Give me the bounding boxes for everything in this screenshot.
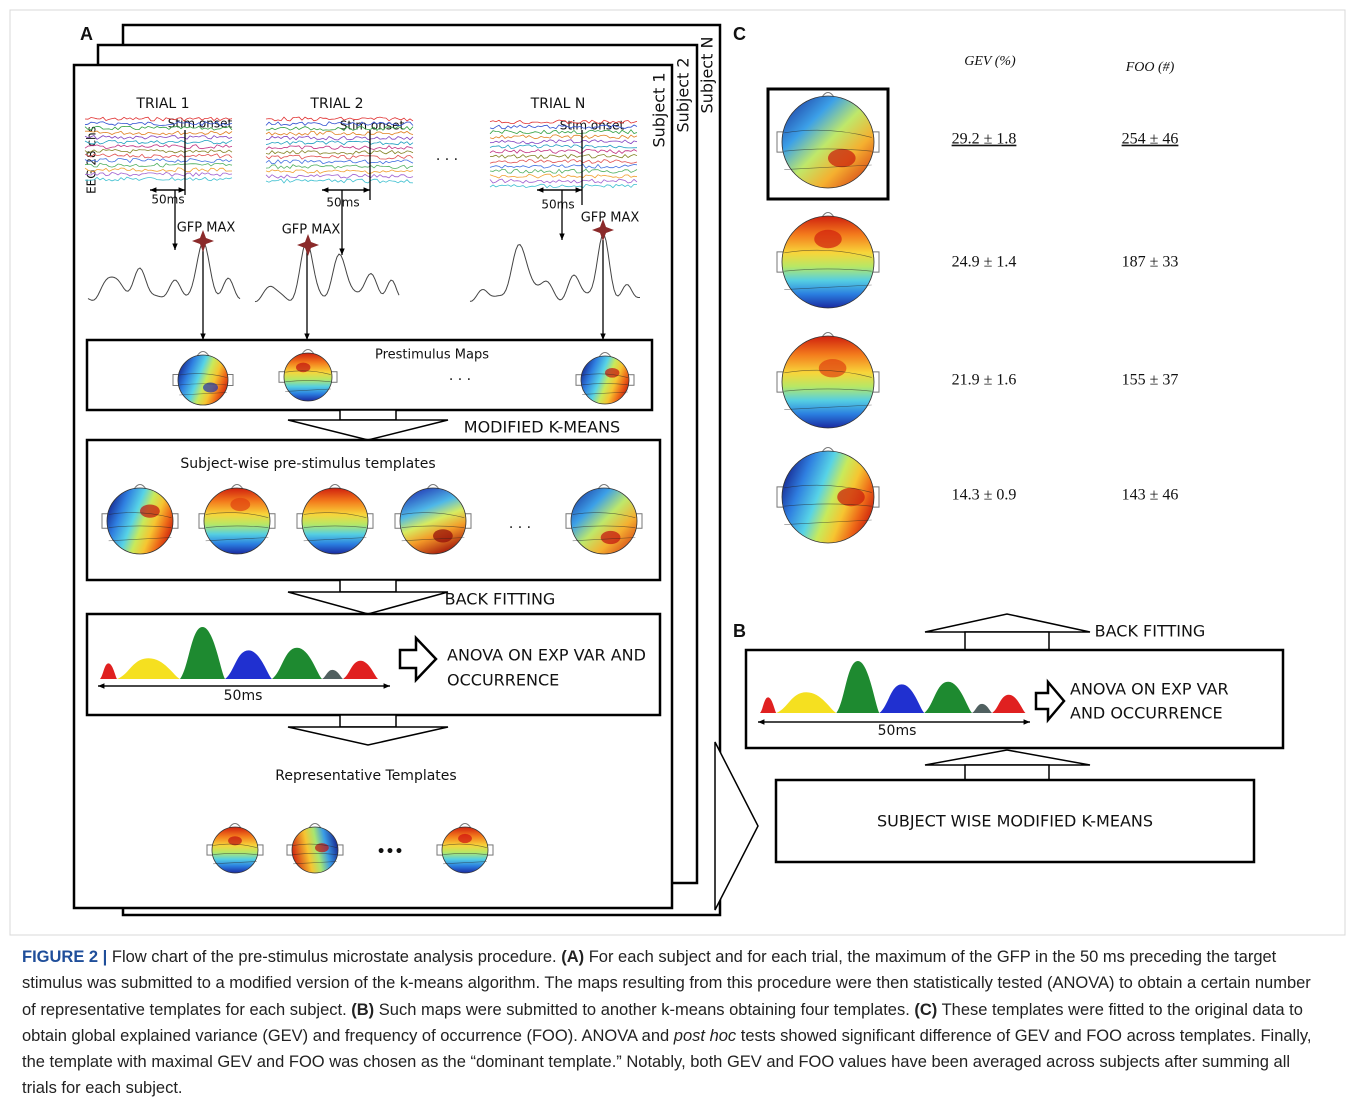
ellipsis: · · · xyxy=(449,372,471,388)
column-header: GEV (%) xyxy=(964,54,1016,69)
window-label: 50ms xyxy=(326,196,359,210)
step-label: BACK FITTING xyxy=(1095,622,1206,641)
topomap-head xyxy=(107,488,173,554)
topomap-head xyxy=(571,488,637,554)
topomap-head xyxy=(204,488,270,554)
backfit-box xyxy=(87,614,660,715)
table-cell: 143 ± 46 xyxy=(1122,487,1179,504)
prestimulus-box xyxy=(87,340,652,410)
subject-label: Subject 1 xyxy=(650,72,669,147)
up-arrow xyxy=(925,614,1090,650)
topomap-extreme xyxy=(814,230,842,248)
caption-label: FIGURE 2 | xyxy=(22,948,107,966)
step-label: MODIFIED K-MEANS xyxy=(464,418,620,437)
topomap xyxy=(777,333,879,429)
table-cell: 155 ± 37 xyxy=(1122,372,1179,389)
topomap xyxy=(777,213,879,309)
topomap-head xyxy=(400,488,466,554)
topomap-extreme xyxy=(458,834,472,843)
window-label: 50ms xyxy=(541,198,574,212)
up-arrow xyxy=(925,750,1090,780)
page: A C B Subject 1 Subject 2 Subject N EEG … xyxy=(0,0,1355,1107)
topomap-head xyxy=(782,96,874,188)
trial-title: TRIAL 1 xyxy=(135,96,189,112)
window-label: 50ms xyxy=(151,193,184,207)
topomap-extreme xyxy=(828,149,856,167)
panel-label: C xyxy=(733,24,746,44)
caption-panel: (A) xyxy=(561,948,584,966)
window-label: 50ms xyxy=(878,723,917,739)
column-header: FOO (#) xyxy=(1125,60,1175,75)
table-cell: 187 ± 33 xyxy=(1122,254,1179,271)
caption-text: Flow chart of the pre-stimulus microstat… xyxy=(107,948,561,966)
caption-text: Such maps were submitted to another k-me… xyxy=(374,1001,914,1019)
anova-text: OCCURRENCE xyxy=(447,671,559,690)
table-cell: 24.9 ± 1.4 xyxy=(952,254,1017,271)
anova-text: ANOVA ON EXP VAR xyxy=(1070,680,1229,699)
figure: A C B Subject 1 Subject 2 Subject N EEG … xyxy=(0,0,1355,940)
topomap-head xyxy=(284,353,332,401)
topomap-extreme xyxy=(433,529,453,542)
topomap-extreme xyxy=(819,359,847,377)
gfp-label: GFP MAX xyxy=(282,223,341,238)
ellipsis: · · · xyxy=(436,152,458,168)
topomap-extreme xyxy=(601,531,621,544)
panel-label: B xyxy=(733,621,746,641)
topomap-head xyxy=(292,827,338,873)
window-label: 50ms xyxy=(224,688,263,704)
step-label: BACK FITTING xyxy=(445,590,556,609)
caption-panel: (B) xyxy=(351,1001,374,1019)
panel-label: A xyxy=(80,24,93,44)
topomap-extreme xyxy=(140,505,160,518)
table-cell: 254 ± 46 xyxy=(1122,131,1179,148)
topomap-head xyxy=(178,355,228,405)
anova-text: AND OCCURRENCE xyxy=(1070,704,1223,723)
trial-title: TRIAL N xyxy=(530,96,586,112)
table-cell: 21.9 ± 1.6 xyxy=(952,372,1017,389)
section-title: Representative Templates xyxy=(275,768,456,784)
caption-panel: (C) xyxy=(914,1001,937,1019)
box-title: Prestimulus Maps xyxy=(375,348,489,363)
anova-text: ANOVA ON EXP VAR AND xyxy=(447,646,646,665)
caption: FIGURE 2 | Flow chart of the pre-stimulu… xyxy=(22,944,1322,1102)
stim-onset: Stim onset xyxy=(340,119,405,133)
topomap xyxy=(777,93,879,189)
gfp-label: GFP MAX xyxy=(177,221,236,236)
table-cell: 14.3 ± 0.9 xyxy=(952,487,1017,504)
topomap-head xyxy=(302,488,368,554)
caption-italic: post hoc xyxy=(674,1027,736,1045)
topomap-extreme xyxy=(605,368,619,378)
flow-arrow xyxy=(715,742,758,910)
box-title: Subject-wise pre-stimulus templates xyxy=(180,456,435,472)
topomap-head xyxy=(212,827,258,873)
ellipsis: ••• xyxy=(377,844,404,860)
box-title: SUBJECT WISE MODIFIED K-MEANS xyxy=(877,812,1153,831)
topomap-extreme xyxy=(230,498,250,511)
gfp-label: GFP MAX xyxy=(581,211,640,226)
subject-label: Subject N xyxy=(698,37,717,114)
subject-label: Subject 2 xyxy=(674,57,693,132)
trial-title: TRIAL 2 xyxy=(309,96,363,112)
table-cell: 29.2 ± 1.8 xyxy=(952,131,1017,148)
topomap-head xyxy=(581,356,629,404)
ellipsis: · · · xyxy=(509,520,531,536)
topomap-extreme xyxy=(837,488,865,506)
topomap-head xyxy=(782,336,874,428)
topomap xyxy=(777,448,879,544)
